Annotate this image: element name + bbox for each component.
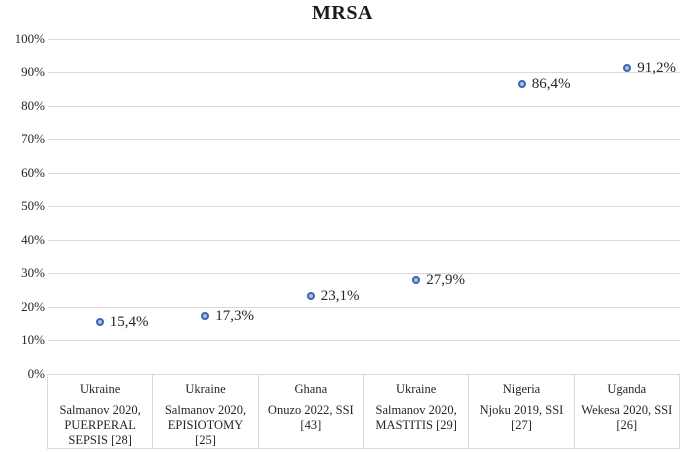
gridline: [48, 239, 680, 241]
y-axis-tick-label: 20%: [21, 298, 45, 314]
data-point-label: 91,2%: [637, 60, 676, 77]
category-country-label: Ukraine: [80, 382, 121, 396]
gridline: [48, 38, 680, 40]
gridline: [48, 206, 680, 208]
y-axis-tick-label: 60%: [21, 164, 45, 180]
data-point-label: 27,9%: [426, 272, 465, 289]
data-point-label: 86,4%: [531, 76, 571, 93]
category-country-label: Ghana: [294, 382, 328, 396]
y-axis-tick-label: 30%: [21, 265, 45, 281]
gridline: [48, 139, 680, 141]
category-study-label: Salmanov 2020, PUERPERAL SEPSIS [28]: [59, 403, 141, 447]
category-cell: Ukraine Salmanov 2020, EPISIOTOMY [25]: [152, 375, 257, 448]
data-point-marker: [517, 80, 526, 89]
y-axis-tick-label: 90%: [21, 64, 45, 80]
category-axis-table: Ukraine Salmanov 2020, PUERPERAL SEPSIS […: [47, 374, 680, 449]
y-axis-tick-label: 0%: [27, 366, 45, 381]
category-study-label: Salmanov 2020, EPISIOTOMY [25]: [164, 403, 247, 447]
category-cell: Ukraine Salmanov 2020, MASTITIS [29]: [362, 375, 468, 448]
data-point-marker: [95, 318, 104, 327]
category-country-label: Nigeria: [502, 382, 541, 396]
category-cell: Ghana Onuzo 2022, SSI [43]: [257, 375, 363, 448]
y-axis-tick-label: 70%: [21, 131, 45, 147]
gridline: [48, 172, 680, 174]
gridline: [48, 306, 680, 308]
data-point-label: 23,1%: [320, 288, 360, 305]
gridline: [48, 72, 680, 74]
category-cell: Nigeria Njoku 2019, SSI [27]: [468, 375, 573, 448]
category-study-label: Wekesa 2020, SSI [26]: [581, 403, 673, 432]
category-study-label: Onuzo 2022, SSI [43]: [267, 403, 354, 432]
y-axis-tick-label: 10%: [21, 332, 45, 348]
gridline: [48, 340, 680, 342]
category-country-label: Ukraine: [185, 382, 226, 396]
y-axis-tick-label: 40%: [21, 231, 45, 247]
category-cell: Uganda Wekesa 2020, SSI [26]: [573, 375, 679, 448]
y-axis-tick-label: 80%: [21, 97, 45, 113]
data-point-marker: [306, 292, 315, 301]
category-country-label: Uganda: [607, 382, 647, 396]
category-country-label: Ukraine: [396, 382, 437, 396]
data-point-marker: [412, 276, 421, 285]
category-study-label: Njoku 2019, SSI [27]: [479, 403, 564, 432]
data-point-label: 15,4%: [109, 314, 149, 331]
y-axis-tick-label: 100%: [14, 30, 45, 46]
gridline: [48, 273, 680, 275]
y-axis-tick-label: 50%: [21, 198, 45, 214]
data-point-label: 17,3%: [215, 307, 254, 324]
category-study-label: Salmanov 2020, MASTITIS [29]: [375, 403, 457, 432]
gridline: [48, 105, 680, 107]
category-cell: Ukraine Salmanov 2020, PUERPERAL SEPSIS […: [48, 375, 152, 448]
data-point-marker: [623, 64, 632, 73]
data-point-marker: [201, 311, 210, 320]
chart-title: MRSA: [312, 2, 373, 24]
